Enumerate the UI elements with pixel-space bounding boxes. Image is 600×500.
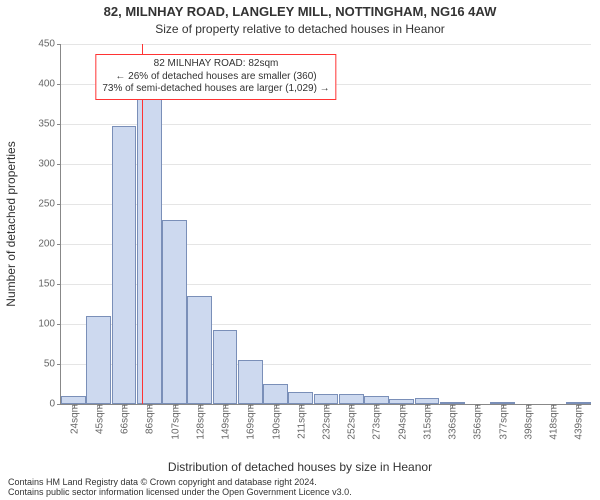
- histogram-bar: [263, 384, 288, 404]
- histogram-bar: [364, 396, 389, 404]
- x-tick-label: 107sqm: [168, 404, 181, 440]
- y-tick-label: 250: [38, 199, 61, 210]
- attribution-line-2: Contains public sector information licen…: [8, 488, 352, 498]
- y-tick-label: 300: [38, 159, 61, 170]
- x-tick-label: 45sqm: [92, 404, 105, 434]
- x-tick-label: 418sqm: [547, 404, 560, 440]
- x-tick-label: 169sqm: [244, 404, 257, 440]
- histogram-bar: [339, 394, 364, 404]
- y-tick-label: 50: [44, 359, 61, 370]
- x-tick-label: 315sqm: [420, 404, 433, 440]
- x-tick-label: 128sqm: [193, 404, 206, 440]
- histogram-bar: [162, 220, 187, 404]
- y-tick-label: 450: [38, 39, 61, 50]
- histogram-bar: [314, 394, 339, 404]
- x-tick-label: 232sqm: [320, 404, 333, 440]
- y-tick-label: 200: [38, 239, 61, 250]
- histogram-bar: [61, 396, 86, 404]
- x-tick-label: 439sqm: [572, 404, 585, 440]
- plot-area: 050100150200250300350400450 24sqm45sqm66…: [60, 44, 591, 405]
- histogram-bar: [213, 330, 238, 404]
- x-tick-label: 294sqm: [395, 404, 408, 440]
- histogram-bar: [112, 126, 137, 404]
- x-tick-label: 377sqm: [496, 404, 509, 440]
- x-tick-label: 252sqm: [345, 404, 358, 440]
- y-tick-label: 0: [49, 399, 61, 410]
- info-line-smaller: ← 26% of detached houses are smaller (36…: [102, 71, 329, 84]
- histogram-bar: [187, 296, 212, 404]
- attribution: Contains HM Land Registry data © Crown c…: [8, 478, 352, 498]
- x-tick-label: 336sqm: [446, 404, 459, 440]
- x-tick-label: 24sqm: [67, 404, 80, 434]
- x-tick-label: 273sqm: [370, 404, 383, 440]
- chart-title: 82, MILNHAY ROAD, LANGLEY MILL, NOTTINGH…: [0, 4, 600, 19]
- x-axis-label: Distribution of detached houses by size …: [0, 460, 600, 474]
- y-axis-label: Number of detached properties: [4, 141, 18, 306]
- y-tick-label: 400: [38, 79, 61, 90]
- chart-subtitle: Size of property relative to detached ho…: [0, 22, 600, 36]
- histogram-bar: [288, 392, 313, 404]
- x-tick-label: 211sqm: [294, 404, 307, 439]
- chart-container: { "title": "82, MILNHAY ROAD, LANGLEY MI…: [0, 0, 600, 500]
- info-line-larger: 73% of semi-detached houses are larger (…: [102, 83, 329, 96]
- y-tick-label: 350: [38, 119, 61, 130]
- x-tick-label: 149sqm: [219, 404, 232, 440]
- x-tick-label: 356sqm: [471, 404, 484, 440]
- x-tick-label: 66sqm: [118, 404, 131, 434]
- histogram-bar: [137, 88, 162, 404]
- y-tick-label: 100: [38, 319, 61, 330]
- info-line-size: 82 MILNHAY ROAD: 82sqm: [102, 58, 329, 71]
- y-tick-label: 150: [38, 279, 61, 290]
- x-tick-label: 86sqm: [143, 404, 156, 434]
- property-info-box: 82 MILNHAY ROAD: 82sqm ← 26% of detached…: [95, 54, 336, 100]
- histogram-bar: [86, 316, 111, 404]
- x-tick-label: 398sqm: [521, 404, 534, 440]
- histogram-bar: [238, 360, 263, 404]
- x-tick-label: 190sqm: [269, 404, 282, 440]
